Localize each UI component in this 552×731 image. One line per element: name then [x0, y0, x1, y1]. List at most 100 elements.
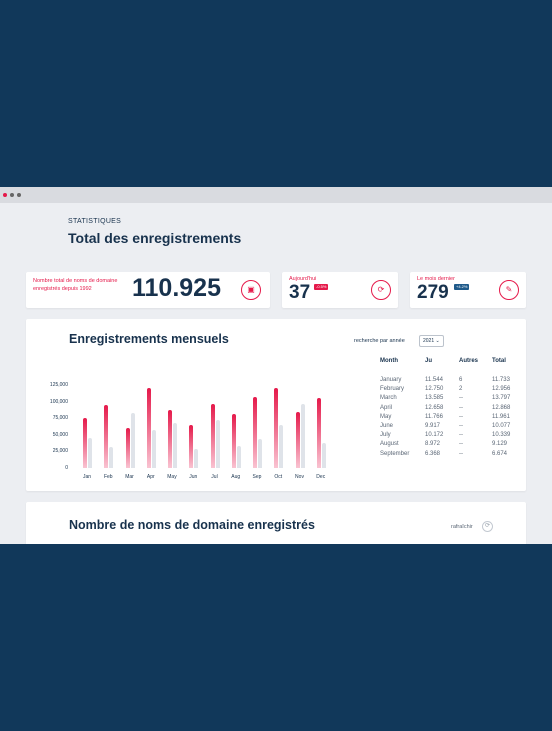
refresh-link[interactable]: rafraîchir [451, 524, 473, 530]
stat-today-badge: -0.5% [314, 284, 329, 290]
table-row: July 10.172 -- 10.339 [380, 431, 522, 440]
table-cell: 11.733 [492, 377, 510, 383]
chart-bar [279, 424, 284, 468]
year-select[interactable]: 2021 ⌄ [419, 335, 444, 347]
table-cell: 12.956 [492, 386, 511, 393]
monthly-table: Month Ju Autres Total January 11.544 6 11.733 F… [380, 358, 522, 459]
x-tick-label: Feb [103, 474, 113, 480]
chart-bar [300, 403, 305, 468]
stat-card-today: Aujourd'hui 37 -0.5% ⟳ [282, 272, 398, 308]
table-cell: -- [459, 423, 463, 430]
domains-card: Nombre de noms de domaine enregistrés ra… [26, 502, 526, 544]
x-tick-label: Oct [274, 474, 283, 480]
table-row: January 11.544 6 11.733 [380, 376, 522, 385]
x-tick-label: Jan [82, 474, 92, 480]
table-cell: 11.544 [425, 377, 443, 383]
maximize-dot-icon[interactable] [17, 193, 21, 197]
stat-last-month-badge: +4.2% [454, 284, 470, 290]
monthly-title: Enregistrements mensuels [69, 332, 229, 346]
table-row: May 11.766 -- 11.961 [380, 413, 522, 422]
table-row: June 9.917 -- 10.077 [380, 422, 522, 431]
year-search-label: recherche par année [354, 338, 405, 344]
x-tick-label: Mar [125, 474, 134, 480]
monthly-card: Enregistrements mensuels recherche par a… [26, 319, 526, 491]
stat-last-month-label: Le mois dernier [417, 276, 455, 282]
table-cell: -- [459, 413, 463, 420]
x-tick-label: May [167, 474, 177, 480]
table-cell: January [380, 377, 402, 383]
table-cell: 12.658 [425, 404, 444, 411]
table-row: August 8.972 -- 9.129 [380, 440, 522, 449]
chart-bar [316, 398, 321, 468]
refresh-icon[interactable]: ⟳ [371, 280, 391, 300]
x-tick-label: Jun [189, 474, 198, 480]
chart-bar [258, 439, 262, 468]
table-cell: 9.129 [492, 441, 508, 448]
table-cell: 10.172 [425, 432, 444, 439]
chart-bar [173, 422, 177, 468]
edit-icon[interactable]: ✎ [499, 280, 519, 300]
chart-bar [146, 388, 151, 468]
table-cell: 12.868 [492, 404, 511, 411]
section-kicker: STATISTIQUES [68, 218, 122, 225]
table-cell: 6 [459, 377, 463, 383]
table-cell: July [380, 432, 391, 439]
chevron-down-icon: ⌄ [435, 338, 440, 344]
table-cell: 2 [459, 386, 463, 393]
y-tick-label: 50,000 [52, 431, 68, 438]
table-cell: 11.961 [492, 413, 510, 420]
table-cell: 9.917 [425, 423, 441, 430]
table-cell: 12.750 [425, 386, 444, 393]
table-cell: -- [459, 395, 463, 402]
stat-card-total: Nombre total de noms de domaine enregist… [26, 272, 270, 308]
x-tick-label: Apr [146, 474, 155, 480]
chart-bar [130, 412, 135, 468]
stat-today-value: 37 [289, 282, 311, 303]
chart-bar [236, 446, 241, 468]
chart-bar [189, 424, 194, 468]
chart-area: 125,000 100,000 75,000 50,000 25,000 0 Jan Feb… [26, 319, 346, 491]
table-cell: September [380, 450, 410, 457]
chart-bar [295, 411, 300, 468]
chart-bar [231, 413, 236, 468]
y-tick-label: 125,000 [49, 382, 68, 388]
x-tick-label: Sep [252, 474, 262, 480]
chart-bar [104, 404, 109, 468]
chart-bar [88, 438, 92, 468]
chart-bar [109, 446, 114, 468]
table-row: April 12.658 -- 12.868 [380, 404, 522, 413]
table-cell: 10.077 [492, 423, 511, 430]
refresh-circle-icon[interactable]: ⟳ [482, 521, 493, 532]
y-tick-label: 0 [65, 465, 68, 471]
table-cell: 13.797 [492, 395, 511, 402]
table-cell: February [380, 386, 405, 393]
chart-bar [253, 396, 257, 468]
chart-bar [321, 442, 326, 468]
close-dot-icon[interactable] [3, 193, 7, 197]
chart-bar [151, 429, 156, 468]
minimize-dot-icon[interactable] [10, 193, 14, 197]
table-cell: -- [459, 432, 463, 439]
table-cell: 6.674 [492, 450, 508, 457]
y-tick-label: 100,000 [49, 398, 68, 405]
table-header: Total [492, 358, 506, 364]
table-cell: April [380, 404, 393, 411]
stat-today-label: Aujourd'hui [289, 276, 317, 282]
x-tick-label: Aug [231, 474, 241, 480]
table-header: Month [380, 358, 398, 364]
table-cell: -- [459, 404, 463, 411]
table-cell: March [380, 395, 397, 402]
table-cell: 10.339 [492, 432, 511, 439]
chart-bar [215, 420, 220, 468]
chart-bar [274, 388, 279, 468]
y-tick-label: 75,000 [52, 415, 68, 422]
cube-icon[interactable]: ▣ [241, 280, 261, 300]
y-tick-label: 25,000 [52, 448, 68, 455]
table-row: March 13.585 -- 13.797 [380, 394, 522, 403]
year-select-value: 2021 [423, 338, 435, 344]
app-window: STATISTIQUES Total des enregistrements N… [0, 187, 552, 544]
table-cell: -- [459, 441, 463, 448]
window-titlebar [0, 187, 552, 203]
table-header: Autres [459, 358, 479, 364]
stat-total-label: Nombre total de noms de domaine enregist… [33, 278, 118, 292]
